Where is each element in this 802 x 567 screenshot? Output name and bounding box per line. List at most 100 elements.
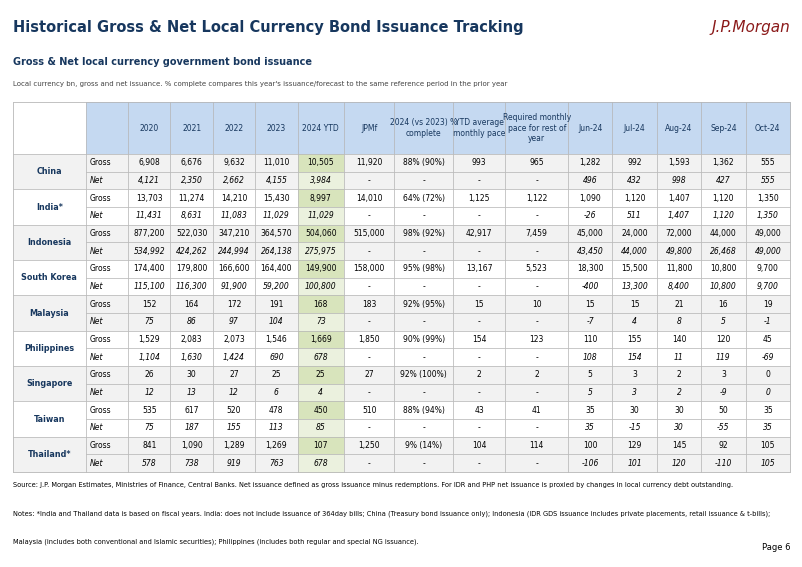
Bar [255,313,298,331]
Bar [213,437,255,454]
Bar [170,225,213,242]
Text: JPMf: JPMf [361,124,377,133]
Text: 1,104: 1,104 [138,353,160,362]
Text: 965: 965 [529,158,544,167]
Text: 15: 15 [630,300,639,308]
Text: 8: 8 [677,318,682,327]
Text: 578: 578 [142,459,156,468]
Bar [395,348,453,366]
Text: 110: 110 [583,335,597,344]
Text: 1,269: 1,269 [265,441,287,450]
Bar [568,295,613,313]
Text: -: - [423,388,425,397]
Text: Net: Net [90,247,103,256]
Text: China: China [37,167,62,176]
Text: 49,000: 49,000 [755,229,781,238]
Bar [568,207,613,225]
Bar [298,154,344,172]
Bar [505,102,568,154]
Text: 511: 511 [627,211,642,221]
Bar [453,189,505,207]
Bar [395,454,453,472]
Text: 244,994: 244,994 [218,247,249,256]
Text: 2020: 2020 [140,124,159,133]
Text: Gross: Gross [90,300,111,308]
Bar [344,278,395,295]
Bar [128,242,170,260]
Text: Malaysia (includes both conventional and Islamic securities); Philippines (inclu: Malaysia (includes both conventional and… [13,538,419,544]
Bar [746,207,790,225]
Text: 478: 478 [269,405,284,414]
Bar [453,207,505,225]
Bar [255,331,298,348]
Text: Taiwan: Taiwan [34,414,65,424]
Text: Malaysia: Malaysia [30,308,69,318]
Bar [657,295,701,313]
Bar [213,348,255,366]
Text: 8,400: 8,400 [668,282,690,291]
Text: 617: 617 [184,405,199,414]
Bar [86,366,128,384]
Text: Philippines: Philippines [24,344,75,353]
Text: 92: 92 [719,441,728,450]
Bar [170,454,213,472]
Text: 25: 25 [272,370,282,379]
Text: Net: Net [90,318,103,327]
Text: -: - [368,388,371,397]
Bar [213,172,255,189]
Text: 44,000: 44,000 [710,229,737,238]
Text: 534,992: 534,992 [133,247,165,256]
Text: -55: -55 [717,424,730,432]
Bar [657,419,701,437]
Text: -: - [423,353,425,362]
Bar [344,295,395,313]
Bar [613,278,657,295]
Bar [86,172,128,189]
Text: Jun-24: Jun-24 [578,124,602,133]
Bar [86,242,128,260]
Bar [170,207,213,225]
Bar [453,225,505,242]
Text: 2022: 2022 [225,124,244,133]
Bar [298,102,344,154]
Text: 2: 2 [677,370,682,379]
Bar [170,154,213,172]
Text: 123: 123 [529,335,544,344]
Text: 763: 763 [269,459,284,468]
Bar [746,242,790,260]
Text: 0: 0 [765,370,770,379]
Text: Indonesia: Indonesia [27,238,71,247]
Text: Net: Net [90,176,103,185]
Text: 44,000: 44,000 [622,247,648,256]
Text: Net: Net [90,282,103,291]
Text: 26: 26 [144,370,154,379]
Bar [453,295,505,313]
Bar [13,189,86,225]
Text: 1,120: 1,120 [712,211,735,221]
Text: 174,400: 174,400 [133,264,165,273]
Text: 113: 113 [269,424,284,432]
Bar [568,331,613,348]
Text: 42,917: 42,917 [466,229,492,238]
Bar [128,366,170,384]
Text: 2,662: 2,662 [223,176,245,185]
Text: 18,300: 18,300 [577,264,603,273]
Bar [613,207,657,225]
Bar [613,172,657,189]
Bar [128,102,170,154]
Text: 14,010: 14,010 [356,194,383,202]
Bar [613,419,657,437]
Text: -: - [536,282,538,291]
Bar [746,419,790,437]
Bar [170,437,213,454]
Text: 9,700: 9,700 [757,264,779,273]
Bar [701,260,746,278]
Bar [505,207,568,225]
Bar [613,260,657,278]
Text: 107: 107 [314,441,328,450]
Text: 450: 450 [314,405,328,414]
Text: 5: 5 [588,370,593,379]
Bar [657,172,701,189]
Bar [213,207,255,225]
Text: -: - [368,282,371,291]
